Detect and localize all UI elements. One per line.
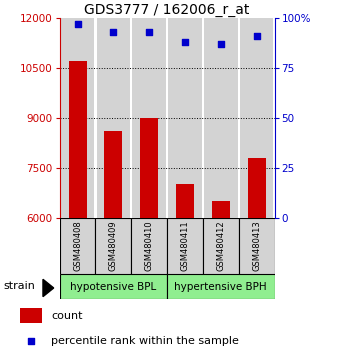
Point bbox=[182, 39, 188, 45]
Text: GSM480408: GSM480408 bbox=[73, 221, 82, 272]
Point bbox=[75, 21, 80, 27]
Bar bbox=[104, 131, 122, 218]
Bar bbox=[248, 158, 266, 218]
Point bbox=[218, 41, 223, 46]
Bar bbox=[212, 201, 230, 218]
Bar bbox=[168, 18, 202, 218]
Bar bbox=[132, 18, 166, 218]
Bar bbox=[95, 218, 131, 274]
Bar bbox=[60, 218, 95, 274]
Bar bbox=[167, 218, 203, 274]
Text: GSM480411: GSM480411 bbox=[180, 221, 190, 272]
Bar bbox=[240, 18, 273, 218]
Bar bbox=[20, 308, 42, 324]
Bar bbox=[140, 118, 158, 218]
Point bbox=[28, 338, 33, 344]
Text: count: count bbox=[51, 310, 83, 321]
Point bbox=[146, 29, 152, 35]
Bar bbox=[239, 218, 275, 274]
Text: percentile rank within the sample: percentile rank within the sample bbox=[51, 336, 239, 346]
Bar bbox=[204, 18, 238, 218]
Text: strain: strain bbox=[3, 280, 35, 291]
Title: GDS3777 / 162006_r_at: GDS3777 / 162006_r_at bbox=[85, 3, 250, 17]
Text: hypotensive BPL: hypotensive BPL bbox=[70, 282, 157, 292]
Bar bbox=[131, 218, 167, 274]
Text: GSM480410: GSM480410 bbox=[145, 221, 154, 272]
FancyArrow shape bbox=[43, 279, 54, 297]
Bar bbox=[203, 218, 239, 274]
Text: GSM480413: GSM480413 bbox=[252, 221, 261, 272]
Text: GSM480409: GSM480409 bbox=[109, 221, 118, 272]
Text: hypertensive BPH: hypertensive BPH bbox=[175, 282, 267, 292]
Bar bbox=[69, 61, 87, 218]
Point bbox=[254, 33, 259, 39]
Bar bbox=[167, 274, 275, 299]
Point bbox=[110, 29, 116, 35]
Bar bbox=[97, 18, 130, 218]
Bar bbox=[61, 18, 94, 218]
Text: GSM480412: GSM480412 bbox=[216, 221, 225, 272]
Bar bbox=[176, 184, 194, 218]
Bar bbox=[60, 274, 167, 299]
